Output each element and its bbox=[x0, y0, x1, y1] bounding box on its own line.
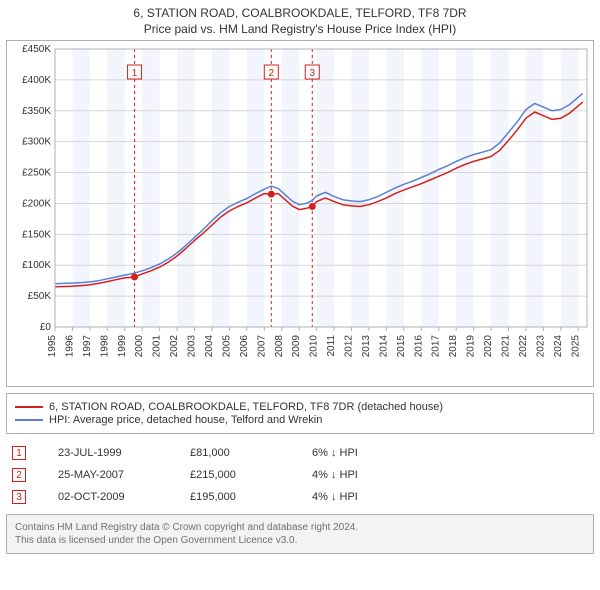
sales-marker-box: 1 bbox=[12, 446, 26, 460]
svg-text:£200K: £200K bbox=[22, 198, 51, 209]
svg-text:2005: 2005 bbox=[221, 335, 232, 358]
svg-text:1999: 1999 bbox=[117, 335, 128, 358]
svg-text:2009: 2009 bbox=[291, 335, 302, 358]
svg-text:2010: 2010 bbox=[309, 335, 320, 358]
sales-price: £215,000 bbox=[190, 469, 280, 481]
svg-text:2006: 2006 bbox=[239, 335, 250, 358]
svg-text:2015: 2015 bbox=[396, 335, 407, 358]
svg-text:2014: 2014 bbox=[378, 335, 389, 358]
sales-price: £81,000 bbox=[190, 447, 280, 459]
line-chart: £0 £50K £100K £150K £200K £250K £300K £350K £400… bbox=[7, 41, 595, 381]
sales-row: 3 02-OCT-2009 £195,000 4% ↓ HPI bbox=[6, 486, 594, 508]
sales-row: 2 25-MAY-2007 £215,000 4% ↓ HPI bbox=[6, 464, 594, 486]
legend-swatch-hpi bbox=[15, 419, 43, 421]
svg-text:£450K: £450K bbox=[22, 44, 51, 55]
svg-text:1: 1 bbox=[132, 68, 138, 79]
svg-text:2021: 2021 bbox=[501, 335, 512, 358]
svg-text:1996: 1996 bbox=[64, 335, 75, 358]
svg-text:2003: 2003 bbox=[187, 335, 198, 358]
svg-text:£150K: £150K bbox=[22, 229, 51, 240]
svg-text:£0: £0 bbox=[40, 322, 52, 333]
svg-text:2007: 2007 bbox=[256, 335, 267, 358]
svg-text:£300K: £300K bbox=[22, 137, 51, 148]
svg-text:2025: 2025 bbox=[570, 335, 581, 358]
sales-row: 1 23-JUL-1999 £81,000 6% ↓ HPI bbox=[6, 442, 594, 464]
legend-label-hpi: HPI: Average price, detached house, Telf… bbox=[49, 414, 322, 426]
footer-line-2: This data is licensed under the Open Gov… bbox=[15, 534, 585, 547]
svg-text:3: 3 bbox=[309, 68, 315, 79]
svg-text:2012: 2012 bbox=[344, 335, 355, 358]
svg-text:£250K: £250K bbox=[22, 168, 51, 179]
legend-item-property: 6, STATION ROAD, COALBROOKDALE, TELFORD,… bbox=[15, 401, 585, 413]
svg-text:2004: 2004 bbox=[204, 335, 215, 358]
svg-text:£400K: £400K bbox=[22, 75, 51, 86]
sales-marker-box: 3 bbox=[12, 490, 26, 504]
legend: 6, STATION ROAD, COALBROOKDALE, TELFORD,… bbox=[6, 393, 594, 434]
sales-price: £195,000 bbox=[190, 491, 280, 503]
svg-text:£50K: £50K bbox=[28, 291, 52, 302]
footer-line-1: Contains HM Land Registry data © Crown c… bbox=[15, 521, 585, 534]
svg-text:2022: 2022 bbox=[518, 335, 529, 358]
title-line-1: 6, STATION ROAD, COALBROOKDALE, TELFORD,… bbox=[4, 6, 596, 20]
sales-table: 1 23-JUL-1999 £81,000 6% ↓ HPI 2 25-MAY-2007 £… bbox=[6, 440, 594, 508]
legend-label-property: 6, STATION ROAD, COALBROOKDALE, TELFORD,… bbox=[49, 401, 443, 413]
svg-text:1998: 1998 bbox=[99, 335, 110, 358]
sales-date: 23-JUL-1999 bbox=[58, 447, 158, 459]
sales-marker-box: 2 bbox=[12, 468, 26, 482]
svg-text:£100K: £100K bbox=[22, 260, 51, 271]
svg-text:2011: 2011 bbox=[326, 335, 337, 357]
legend-item-hpi: HPI: Average price, detached house, Telf… bbox=[15, 414, 585, 426]
svg-text:1997: 1997 bbox=[82, 335, 93, 358]
svg-text:2002: 2002 bbox=[169, 335, 180, 358]
svg-text:2019: 2019 bbox=[466, 335, 477, 358]
svg-text:2017: 2017 bbox=[431, 335, 442, 358]
svg-text:2018: 2018 bbox=[448, 335, 459, 358]
svg-text:2016: 2016 bbox=[413, 335, 424, 358]
title-line-2: Price paid vs. HM Land Registry's House … bbox=[4, 22, 596, 36]
svg-text:2008: 2008 bbox=[274, 335, 285, 358]
sales-delta: 6% ↓ HPI bbox=[312, 447, 402, 459]
sales-date: 25-MAY-2007 bbox=[58, 469, 158, 481]
sales-date: 02-OCT-2009 bbox=[58, 491, 158, 503]
sales-delta: 4% ↓ HPI bbox=[312, 491, 402, 503]
title-block: 6, STATION ROAD, COALBROOKDALE, TELFORD,… bbox=[0, 0, 600, 40]
svg-text:2: 2 bbox=[269, 68, 275, 79]
svg-text:2013: 2013 bbox=[361, 335, 372, 358]
svg-text:2001: 2001 bbox=[152, 335, 163, 358]
svg-text:£350K: £350K bbox=[22, 106, 51, 117]
svg-text:2020: 2020 bbox=[483, 335, 494, 358]
chart-area: £0 £50K £100K £150K £200K £250K £300K £350K £400… bbox=[6, 40, 594, 387]
svg-text:2000: 2000 bbox=[134, 335, 145, 358]
legend-swatch-property bbox=[15, 406, 43, 408]
attribution-footer: Contains HM Land Registry data © Crown c… bbox=[6, 514, 594, 554]
svg-text:2024: 2024 bbox=[553, 335, 564, 358]
svg-text:2023: 2023 bbox=[535, 335, 546, 358]
sales-delta: 4% ↓ HPI bbox=[312, 469, 402, 481]
chart-container: 6, STATION ROAD, COALBROOKDALE, TELFORD,… bbox=[0, 0, 600, 554]
svg-text:1995: 1995 bbox=[47, 335, 58, 358]
